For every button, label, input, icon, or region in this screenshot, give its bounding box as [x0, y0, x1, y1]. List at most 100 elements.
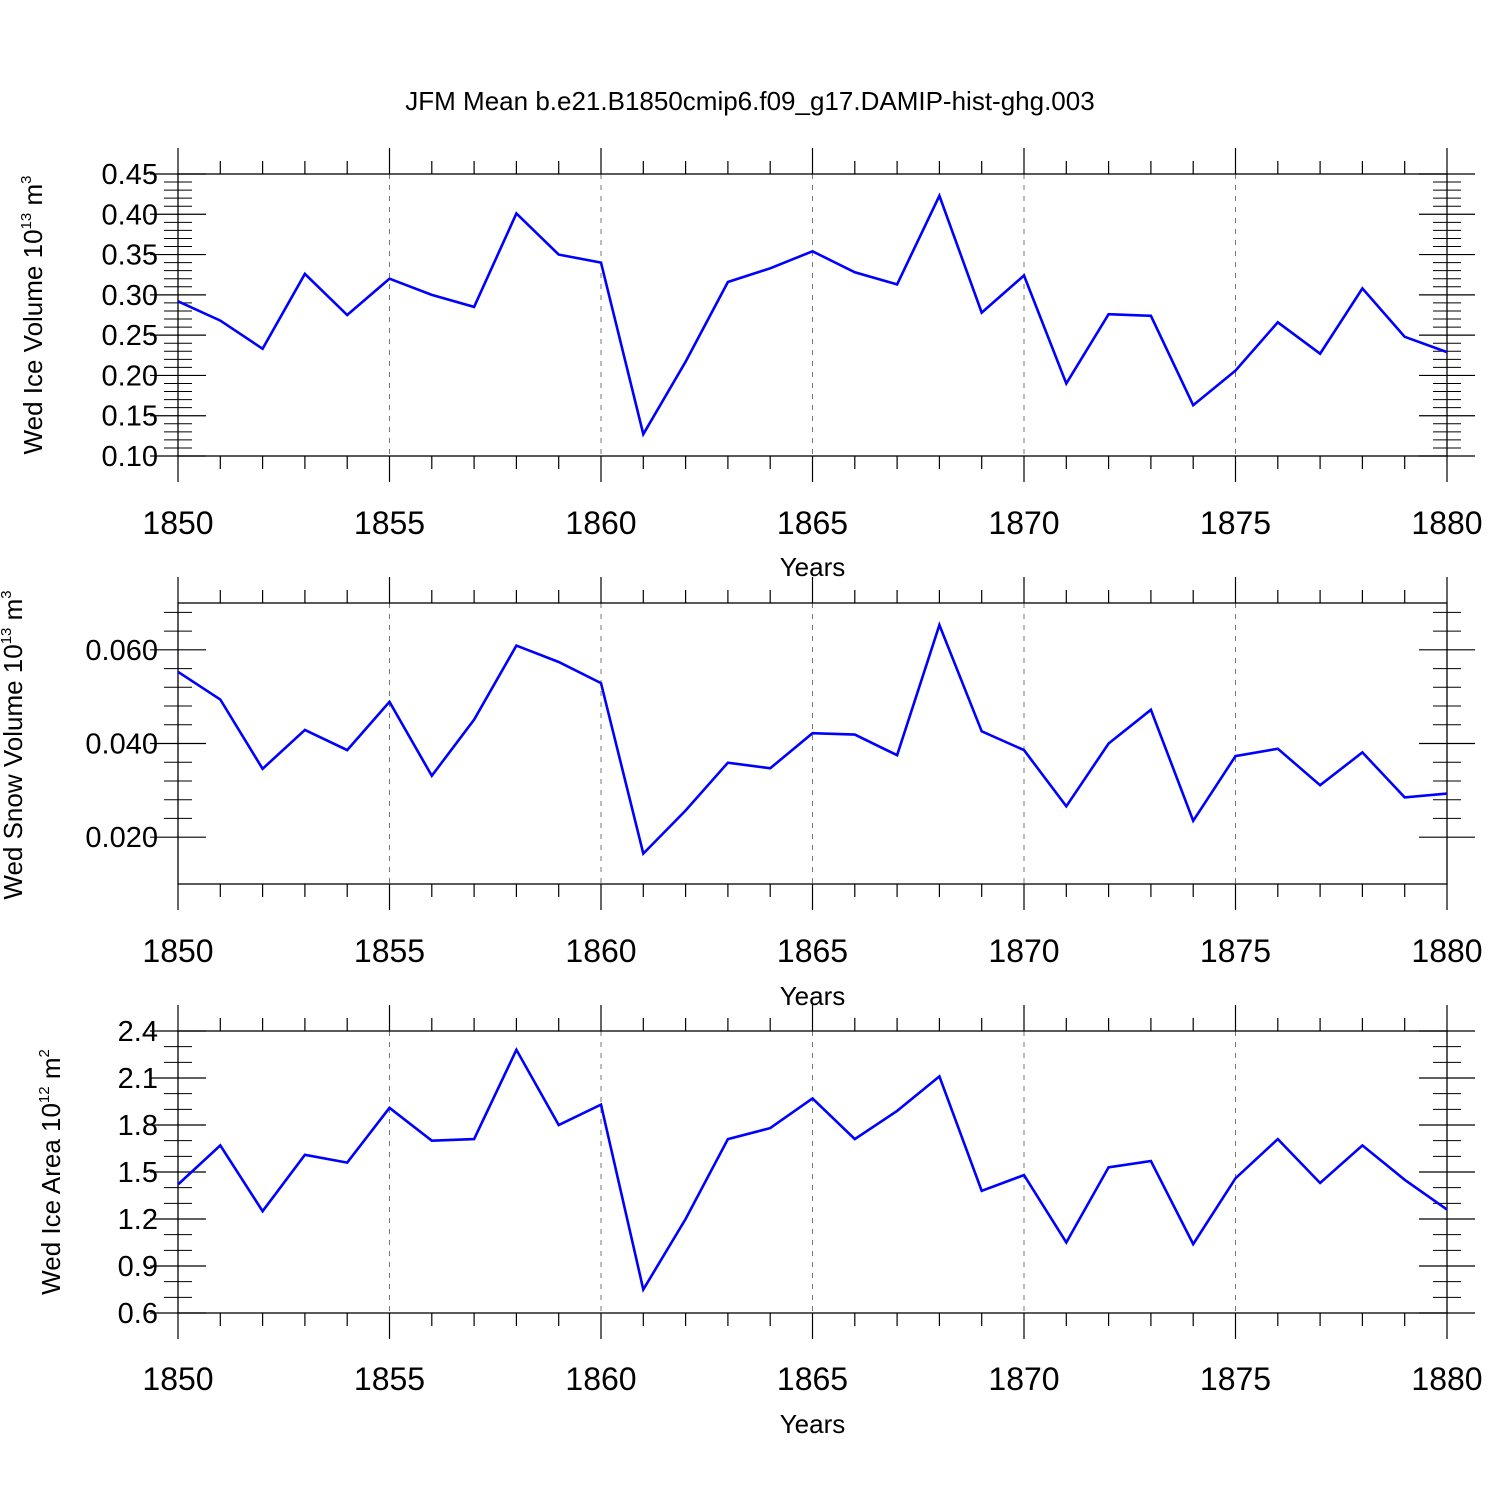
- p3-y-axis-label-base: Wed Ice Area 10: [36, 1103, 66, 1295]
- p2-data-point: [176, 670, 180, 674]
- p2-data-point: [345, 748, 349, 752]
- p1-data-point: [1445, 350, 1449, 354]
- p1-y-tick-label: 0.20: [102, 360, 158, 392]
- p3-data-point: [768, 1126, 772, 1130]
- p1-data-point: [303, 272, 307, 276]
- p3-x-tick-label: 1850: [142, 1361, 213, 1397]
- p2-y-axis-label-unit-exp: 3: [0, 590, 15, 598]
- p1-data-point: [726, 280, 730, 284]
- p3-data-point: [1022, 1173, 1026, 1177]
- p1-x-tick-label: 1875: [1200, 505, 1271, 541]
- p3-data-point: [1107, 1165, 1111, 1169]
- p2-data-point: [1276, 747, 1280, 751]
- p3-plot-frame: [177, 1030, 1448, 1314]
- p2-data-point: [303, 728, 307, 732]
- p1-data-point: [768, 266, 772, 270]
- p1-data-point: [1403, 335, 1407, 339]
- p2-data-point: [853, 733, 857, 737]
- p2-y-axis-label-exp: 13: [0, 628, 15, 645]
- p3-data-point: [599, 1103, 603, 1107]
- panel-2: 0.020 0.040 0.060 1850 1855 1860 1865 1870 1875 1…: [0, 577, 1483, 1011]
- p3-data-point: [726, 1137, 730, 1141]
- p2-data-point: [1191, 819, 1195, 823]
- p3-data-point: [176, 1183, 180, 1187]
- p3-data-point: [980, 1189, 984, 1193]
- p1-data-point: [641, 432, 645, 436]
- panel-1: 0.10 0.15 0.20 0.25 0.30 0.35 0.40 0.45 1850 1855…: [18, 148, 1483, 582]
- p1-data-point: [430, 293, 434, 297]
- p2-data-point: [980, 729, 984, 733]
- p1-data-point: [1276, 320, 1280, 324]
- p2-data-point: [472, 718, 476, 722]
- panels: 0.10 0.15 0.20 0.25 0.30 0.35 0.40 0.45 1850 1855…: [0, 148, 1483, 1439]
- p1-x-tick-label: 1880: [1411, 505, 1482, 541]
- p2-data-point: [514, 644, 518, 648]
- p1-plot-frame: [177, 173, 1448, 457]
- p2-x-tick-label: 1865: [777, 933, 848, 969]
- p3-x-tick-label: 1860: [565, 1361, 636, 1397]
- chart-title: JFM Mean b.e21.B1850cmip6.f09_g17.DAMIP-…: [405, 86, 1094, 116]
- p2-data-point: [1107, 742, 1111, 746]
- p3-y-axis-label-unit-exp: 2: [36, 1049, 53, 1057]
- p2-data-point: [388, 700, 392, 704]
- p2-data-point: [1022, 748, 1026, 752]
- p1-y-axis-label-unit: m: [18, 184, 48, 213]
- p1-data-point: [853, 270, 857, 274]
- p1-y-tick-label: 0.40: [102, 199, 158, 231]
- p3-x-tick-label: 1855: [354, 1361, 425, 1397]
- p1-x-tick-label: 1860: [565, 505, 636, 541]
- p2-data-point: [1445, 792, 1449, 796]
- p1-y-tick-label: 0.30: [102, 280, 158, 312]
- p1-data-point: [218, 319, 222, 323]
- p3-x-axis-label: Years: [780, 1409, 846, 1439]
- p1-y-tick-label: 0.15: [102, 401, 158, 433]
- p3-y-tick-label: 2.1: [118, 1063, 158, 1095]
- p1-data-point: [1360, 286, 1364, 290]
- p3-y-tick-label: 0.9: [118, 1251, 158, 1283]
- p1-data-point: [557, 253, 561, 257]
- p3-data-point: [641, 1288, 645, 1292]
- p2-x-tick-label: 1855: [354, 933, 425, 969]
- p1-data-point: [1318, 352, 1322, 356]
- p2-series-line: [177, 621, 1448, 857]
- p3-data-point: [811, 1096, 815, 1100]
- p3-data-point: [1276, 1137, 1280, 1141]
- p2-data-point: [937, 623, 941, 627]
- p3-y-tick-label: 1.5: [118, 1157, 158, 1189]
- p2-y-tick-label: 0.060: [85, 635, 158, 667]
- p1-data-point: [1191, 403, 1195, 407]
- p3-y-tick-label: 1.2: [118, 1204, 158, 1236]
- p1-data-point: [1234, 369, 1238, 373]
- p2-plot-frame: [177, 602, 1448, 885]
- p3-data-point: [1234, 1176, 1238, 1180]
- p2-data-point: [1234, 754, 1238, 758]
- p2-data-point: [599, 681, 603, 685]
- p3-data-point: [472, 1137, 476, 1141]
- p1-data-point: [684, 360, 688, 364]
- p1-series-line: [177, 192, 1448, 438]
- p3-series-line: [177, 1046, 1448, 1293]
- p1-x-tick-label: 1850: [142, 505, 213, 541]
- p2-x-tick-label: 1870: [988, 933, 1059, 969]
- p1-data-point: [1064, 381, 1068, 385]
- p2-data-point: [684, 808, 688, 812]
- p3-data-point: [1064, 1241, 1068, 1245]
- p2-data-point: [1149, 708, 1153, 712]
- p2-data-point: [726, 761, 730, 765]
- p1-data-point: [345, 313, 349, 317]
- p3-y-axis-label-unit: m: [36, 1058, 66, 1087]
- p3-data-point: [1360, 1143, 1364, 1147]
- p3-data-point: [1149, 1159, 1153, 1163]
- p2-x-tick-label: 1860: [565, 933, 636, 969]
- p3-y-tick-label: 1.8: [118, 1110, 158, 1142]
- p3-data-point: [430, 1139, 434, 1143]
- p3-x-tick-label: 1870: [988, 1361, 1059, 1397]
- p1-data-point: [1022, 274, 1026, 278]
- p2-y-tick-label: 0.020: [85, 822, 158, 854]
- p3-y-axis-label: Wed Ice Area 1012 m2: [36, 1049, 66, 1295]
- p3-data-point: [1318, 1181, 1322, 1185]
- p3-x-tick-label: 1880: [1411, 1361, 1482, 1397]
- p2-data-point: [768, 766, 772, 770]
- p2-data-point: [1064, 804, 1068, 808]
